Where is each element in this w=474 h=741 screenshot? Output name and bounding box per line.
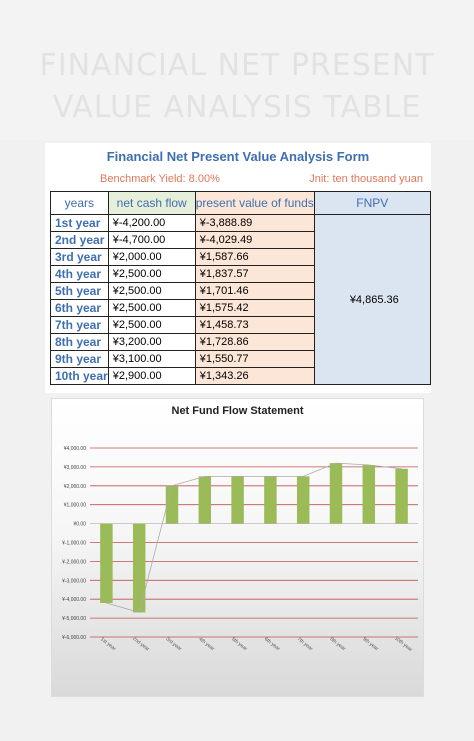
- bar: [329, 463, 343, 524]
- npv-form: Financial Net Present Value Analysis For…: [45, 143, 431, 393]
- present-value-cell: ¥1,701.46: [194, 282, 315, 300]
- chart-plot: ¥4,000.00 ¥3,000.00 ¥2,000.00 ¥1,000.00 ¥0.0…: [62, 446, 418, 653]
- net-cash-flow-cell: ¥2,500.00: [107, 299, 196, 317]
- year-cell: 9th year: [50, 350, 109, 368]
- net-cash-flow-cell: ¥2,500.00: [107, 316, 196, 334]
- y-tick-label: ¥-3,000.00: [62, 578, 86, 584]
- present-value-cell: ¥1,575.42: [194, 299, 315, 317]
- header-fnpv: FNPV: [313, 191, 431, 215]
- banner-title-line-2: VALUE ANALYSIS TABLE: [52, 90, 422, 125]
- net-cash-flow-cell: ¥-4,200.00: [107, 214, 196, 232]
- y-tick-label: ¥0.00: [73, 522, 86, 528]
- x-tick-label: 10th year: [393, 635, 413, 653]
- bar: [264, 476, 277, 524]
- y-tick-label: ¥-1,000.00: [62, 541, 86, 547]
- bar: [198, 476, 212, 524]
- y-tick-label: ¥3,000.00: [64, 465, 86, 471]
- year-cell: 4th year: [50, 265, 109, 283]
- form-title: Financial Net Present Value Analysis For…: [106, 149, 370, 164]
- table-row: 1st year ¥-4,200.00 ¥-3,888.89 ¥4,865.36: [50, 214, 431, 385]
- y-tick-label: ¥-6,000.00: [62, 635, 86, 641]
- npv-table: years net cash flow present value of fun…: [50, 191, 431, 385]
- bar: [395, 468, 408, 524]
- bar: [100, 523, 113, 603]
- year-cell: 1st year: [50, 214, 109, 232]
- present-value-cell: ¥1,550.77: [194, 350, 315, 368]
- x-tick-label: 3rd year: [165, 636, 183, 652]
- table-row: 5th year ¥2,500.00 ¥1,701.46: [50, 282, 431, 300]
- x-tick-label: 2nd year: [131, 636, 150, 653]
- unit-label: Jnit: ten thousand yuan: [309, 173, 423, 185]
- table-row: 10th year ¥2,900.00 ¥1,343.26: [50, 367, 431, 385]
- header-net-cash-flow: net cash flow: [107, 191, 196, 215]
- year-cell: 7th year: [50, 316, 109, 334]
- series-line: [106, 462, 402, 613]
- bar: [296, 476, 310, 524]
- header-present-value: present value of funds: [194, 191, 315, 215]
- year-cell: 6th year: [50, 299, 109, 317]
- bar: [132, 523, 146, 613]
- present-value-cell: ¥1,458.73: [194, 316, 315, 334]
- table-header-row: years net cash flow present value of fun…: [50, 191, 431, 215]
- present-value-cell: ¥1,343.26: [194, 367, 315, 385]
- x-tick-label: 1st year: [99, 636, 117, 652]
- y-tick-label: ¥2,000.00: [64, 484, 86, 490]
- year-cell: 3rd year: [50, 248, 109, 266]
- net-cash-flow-cell: ¥2,500.00: [107, 282, 196, 300]
- year-cell: 10th year: [50, 367, 109, 385]
- header-years: years: [50, 191, 109, 215]
- y-tick-label: ¥4,000.00: [64, 446, 86, 452]
- x-tick-label: 9th year: [361, 636, 379, 652]
- net-cash-flow-cell: ¥2,000.00: [107, 248, 196, 266]
- x-tick-label: 5th year: [230, 636, 248, 652]
- net-cash-flow-cell: ¥-4,700.00: [107, 231, 196, 249]
- y-tick-label: ¥-5,000.00: [62, 616, 86, 622]
- x-tick-label: 7th year: [296, 636, 314, 652]
- net-cash-flow-cell: ¥2,900.00: [107, 367, 196, 385]
- bar: [362, 465, 376, 524]
- bar: [231, 476, 244, 524]
- net-cash-flow-cell: ¥3,100.00: [107, 350, 196, 368]
- present-value-cell: ¥1,728.86: [194, 333, 315, 351]
- chart-title: Net Fund Flow Statement: [171, 405, 304, 417]
- net-fund-flow-chart: Net Fund Flow Statement ¥4,000.00 ¥3,000.…: [51, 398, 424, 697]
- net-cash-flow-cell: ¥3,200.00: [107, 333, 196, 351]
- x-tick-label: 6th year: [263, 636, 281, 652]
- y-tick-label: ¥-4,000.00: [62, 597, 86, 603]
- year-cell: 2nd year: [50, 231, 109, 249]
- benchmark-yield: Benchmark Yield: 8.00%: [100, 173, 220, 185]
- present-value-cell: ¥-3,888.89: [194, 214, 315, 232]
- fnpv-value: ¥4,865.36: [313, 214, 431, 385]
- present-value-cell: ¥1,837.57: [194, 265, 315, 283]
- y-tick-label: ¥1,000.00: [64, 503, 86, 509]
- table-row: 7th year ¥2,500.00 ¥1,458.73: [50, 316, 431, 334]
- table-row: 9th year ¥3,100.00 ¥1,550.77: [50, 350, 431, 368]
- bar: [165, 485, 179, 524]
- year-cell: 8th year: [50, 333, 109, 351]
- title-banner: FINANCIAL NET PRESENT VALUE ANALYSIS TAB…: [0, 0, 474, 140]
- x-tick-label: 4th year: [197, 636, 215, 652]
- y-tick-label: ¥-2,000.00: [62, 559, 86, 565]
- x-tick-label: 8th year: [329, 636, 347, 652]
- banner-title-line-1: FINANCIAL NET PRESENT: [39, 48, 435, 83]
- table-row: 4th year ¥2,500.00 ¥1,837.57: [50, 265, 431, 283]
- year-cell: 5th year: [50, 282, 109, 300]
- net-cash-flow-cell: ¥2,500.00: [107, 265, 196, 283]
- table-row: 8th year ¥3,200.00 ¥1,728.86: [50, 333, 431, 351]
- present-value-cell: ¥1,587.66: [194, 248, 315, 266]
- present-value-cell: ¥-4,029.49: [194, 231, 315, 249]
